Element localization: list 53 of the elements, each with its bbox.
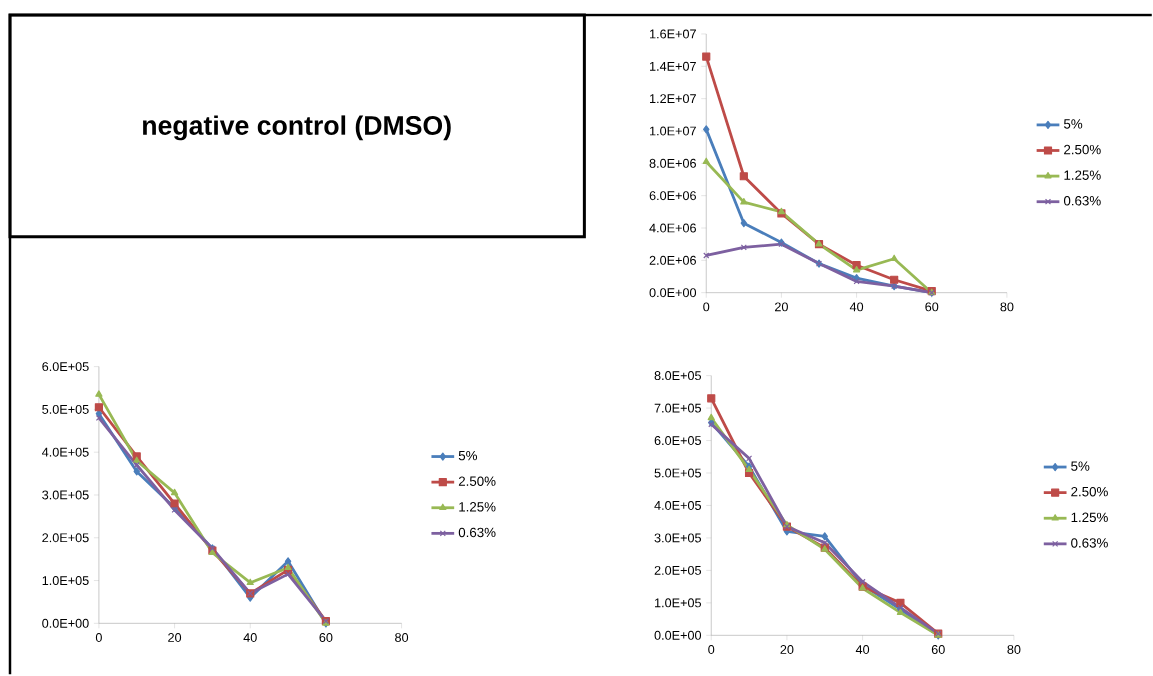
- x-tick-label: 80: [1000, 302, 1014, 312]
- legend-label: 1.25%: [459, 502, 496, 512]
- y-tick-label: 2.0E+05: [42, 533, 89, 543]
- y-tick-label: 2.0E+05: [654, 566, 702, 576]
- y-tick-label: 3.0E+05: [42, 490, 89, 500]
- y-tick-label: 7.0E+05: [654, 403, 702, 413]
- x-tick-label: 0: [703, 302, 710, 312]
- x-tick-label: 40: [243, 633, 257, 643]
- y-tick-label: 4.0E+05: [654, 501, 702, 511]
- x-tick-label: 60: [931, 645, 945, 655]
- x-tick-label: 60: [925, 302, 939, 312]
- y-tick-label: 8.0E+06: [649, 159, 696, 169]
- legend-label: 5%: [1063, 119, 1083, 129]
- legend-label: 0.63%: [1071, 538, 1108, 548]
- y-tick-label: 1.4E+07: [650, 62, 696, 72]
- y-tick-label: 1.2E+07: [650, 94, 696, 104]
- y-tick-label: 4.0E+06: [649, 223, 696, 233]
- y-tick-label: 4.0E+05: [41, 447, 89, 457]
- y-tick-label: 5.0E+05: [654, 468, 702, 478]
- y-tick-label: 1.0E+05: [42, 576, 89, 586]
- legend-label: 1.25%: [1064, 170, 1101, 181]
- y-tick-label: 5.0E+05: [42, 405, 89, 415]
- x-tick-label: 20: [780, 645, 794, 655]
- text: negative control (DMSO): [143, 115, 451, 141]
- legend-label: 2.50%: [458, 476, 496, 487]
- legend-label: 0.63%: [458, 527, 496, 538]
- x-tick-label: 40: [849, 302, 864, 312]
- y-tick-label: 0.0E+00: [654, 631, 702, 641]
- y-tick-label: 3.0E+05: [654, 533, 702, 543]
- x-tick-label: 40: [855, 645, 870, 655]
- legend-label: 5%: [458, 451, 478, 461]
- y-tick-label: 0.0E+00: [649, 288, 697, 298]
- x-tick-label: 80: [395, 633, 409, 643]
- y-tick-label: 6.0E+05: [654, 436, 702, 446]
- legend-label: 1.25%: [1071, 512, 1108, 523]
- x-tick-label: 20: [168, 633, 182, 643]
- y-tick-label: 6.0E+06: [649, 191, 696, 201]
- y-tick-label: 1.6E+07: [650, 29, 696, 39]
- y-tick-label: 0.0E+00: [42, 619, 89, 629]
- x-tick-label: 20: [775, 302, 788, 312]
- legend-label: 2.50%: [1064, 145, 1101, 155]
- x-tick-label: 80: [1007, 645, 1021, 655]
- x-tick-label: 0: [708, 645, 715, 655]
- legend-label: 2.50%: [1071, 487, 1108, 497]
- legend-label: 0.63%: [1063, 196, 1101, 206]
- y-tick-label: 6.0E+05: [42, 362, 89, 372]
- y-tick-label: 2.0E+06: [649, 256, 696, 266]
- y-tick-label: 1.0E+05: [655, 598, 702, 608]
- legend-label: 5%: [1071, 461, 1090, 472]
- y-tick-label: 8.0E+05: [654, 371, 702, 381]
- x-tick-label: 60: [319, 633, 333, 643]
- x-tick-label: 0: [95, 633, 102, 643]
- y-tick-label: 1.0E+07: [650, 126, 696, 136]
